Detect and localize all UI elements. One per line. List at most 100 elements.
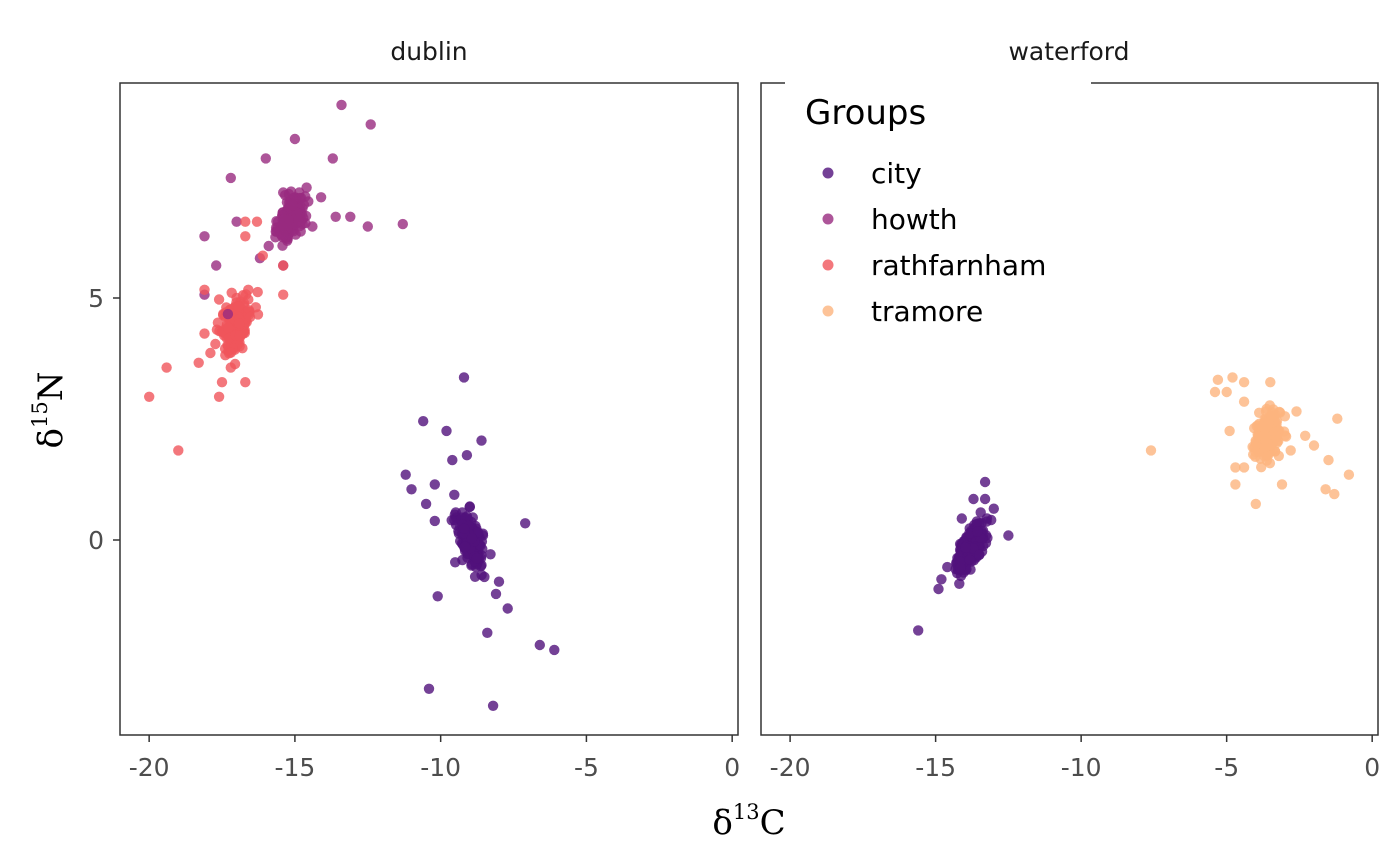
x-tick-label: -15 [915,753,956,782]
data-point-howth [365,119,376,130]
data-point-city [964,527,975,539]
legend-background [785,70,1091,340]
data-point-city [458,372,470,383]
data-point-howth [211,260,222,271]
data-point-tramore [1263,449,1274,461]
data-point-city [406,484,417,495]
data-point-city [429,479,440,490]
data-point-city [954,578,965,589]
y-tick-label: 5 [88,284,104,313]
data-point-rathfarnham [234,330,245,342]
data-point-city [446,515,457,526]
x-tick-label: 0 [1364,753,1380,782]
data-point-city [974,549,985,561]
data-point-howth [222,308,234,320]
data-point-city [420,498,432,510]
legend-entries: city howth rathfarnham tramore [822,157,1046,328]
data-point-rathfarnham [213,391,225,402]
data-point-tramore [1300,430,1311,441]
data-point-howth [336,99,347,111]
data-point-city [972,526,983,537]
legend-label-howth: howth [871,203,958,236]
data-point-rathfarnham [234,318,245,329]
data-point-city [432,591,443,602]
legend-key-tramore [822,305,834,317]
data-point-tramore [1332,413,1343,424]
data-point-city [487,700,499,711]
x-tick-label: -5 [574,753,599,782]
data-point-tramore [1230,479,1241,490]
x-tick-label: 0 [724,753,740,782]
data-point-city [956,513,967,524]
data-point-rathfarnham [216,377,228,388]
y-tick-label: 0 [88,526,104,555]
data-point-tramore [1273,450,1285,462]
facet-label-dublin: dublin [390,37,467,66]
legend-title: Groups [805,93,926,133]
data-point-rathfarnham [144,391,155,402]
data-point-rathfarnham [205,347,216,359]
data-point-city [400,469,411,480]
data-point-rathfarnham [213,294,225,305]
data-point-howth [397,218,408,230]
data-point-city [461,450,473,461]
data-point-tramore [1291,406,1302,417]
data-point-city [960,542,971,553]
data-point-rathfarnham [199,284,210,295]
data-point-city [979,476,991,488]
data-point-rathfarnham [278,260,289,271]
data-point-city [476,435,487,446]
data-point-rathfarnham [161,362,172,373]
data-point-rathfarnham [240,216,251,227]
data-point-tramore [1264,458,1276,469]
data-point-howth [345,211,356,222]
data-point-city [459,541,471,552]
legend-key-howth [822,213,834,225]
data-point-city [988,503,999,514]
data-point-city [447,454,458,466]
data-point-rathfarnham [193,357,204,368]
x-axis-ticks: -20 -15 -10 -5 0 -20 -15 -10 -5 0 [129,735,1380,782]
data-point-city [502,603,513,614]
data-point-city [469,571,481,582]
data-point-howth [330,211,341,222]
x-axis-title-tail: C [760,803,786,843]
dublin-panel-points [144,99,560,711]
data-point-howth [315,192,327,203]
data-point-city [429,515,440,527]
data-point-tramore [1221,386,1232,398]
data-point-howth [289,133,301,145]
data-point-city [913,625,924,636]
x-tick-label: -10 [420,753,461,782]
data-point-rathfarnham [223,322,234,334]
data-point-city [423,683,435,694]
y-axis-title-sup: 15 [28,401,52,428]
data-point-city [466,533,478,544]
data-point-tramore [1224,425,1235,437]
data-point-rathfarnham [244,311,256,323]
dublin-panel-frame [119,82,739,736]
data-point-tramore [1280,430,1291,441]
data-point-rathfarnham [233,301,244,312]
waterford-panel-points [913,372,1355,636]
data-point-tramore [1259,441,1271,453]
x-tick-label: -15 [274,753,315,782]
data-point-howth [231,216,242,227]
data-point-howth [327,153,338,164]
data-point-tramore [1238,462,1250,473]
legend-label-rathfarnham: rathfarnham [871,249,1046,282]
data-point-howth [362,221,373,232]
data-point-city [981,513,993,524]
data-point-rathfarnham [225,362,236,373]
x-tick-label: -5 [1214,753,1239,782]
data-point-howth [225,172,236,184]
data-point-rathfarnham [243,294,254,305]
data-point-tramore [1212,374,1224,385]
data-point-city [936,574,947,585]
data-point-howth [295,226,306,237]
data-point-rathfarnham [252,286,263,298]
x-tick-label: -10 [1061,753,1102,782]
data-point-city [418,416,429,427]
x-axis-title: δ13C [712,800,785,843]
data-point-city [450,557,461,568]
